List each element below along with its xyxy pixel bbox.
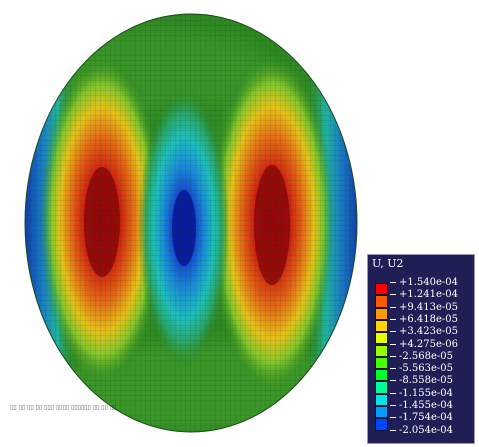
- legend-tick-mark: [390, 405, 396, 406]
- plate-outline: [24, 13, 358, 433]
- legend-tick-value: +1.540e-04: [399, 277, 459, 288]
- legend-tick-mark: [390, 282, 396, 283]
- legend-tick-value: +3.423e-05: [399, 326, 459, 338]
- legend-swatch: [375, 283, 388, 296]
- legend-swatch: [375, 344, 388, 357]
- legend-tick-label: +6.418e-05: [390, 314, 458, 326]
- legend-swatch: [375, 393, 388, 406]
- legend-tick-mark: [390, 429, 396, 431]
- legend-title: U, U2: [372, 257, 404, 270]
- legend-tick-value: -1.455e-04: [399, 400, 454, 411]
- legend-tick-label: -5.563e-05: [390, 363, 453, 375]
- legend-tick-mark: [390, 331, 396, 333]
- legend-tick-mark: [390, 355, 396, 357]
- legend-swatch: [375, 295, 388, 308]
- legend-tick-mark: [390, 306, 396, 308]
- legend-tick-label: +1.241e-04: [390, 289, 458, 301]
- legend-panel[interactable]: U, U2 +1.540e-04 +1.241e-04 +9.413e-05 +6.4…: [367, 254, 475, 444]
- legend-tick-label: -1.155e-04: [390, 388, 453, 400]
- legend-tick-mark: [390, 417, 396, 419]
- legend-tick-value: +6.418e-05: [399, 313, 459, 325]
- legend-tick-value: -5.563e-05: [399, 363, 454, 375]
- legend-swatch: [375, 406, 388, 419]
- legend-tick-label: -2.054e-04: [390, 425, 453, 437]
- legend-swatch: [375, 307, 388, 320]
- legend-tick-label: -2.568e-05: [390, 351, 453, 363]
- legend-tick-value: -1.754e-04: [399, 412, 454, 424]
- legend-tick-label: +9.413e-05: [390, 302, 458, 314]
- legend-tick-value: +4.275e-06: [399, 338, 459, 350]
- legend-tick-mark: [390, 343, 396, 345]
- legend-swatch: [375, 319, 388, 333]
- legend-tick-mark: [390, 294, 396, 296]
- legend-swatch: [375, 369, 388, 382]
- legend-swatch: [375, 418, 388, 431]
- legend-tick-value: -8.558e-05: [399, 375, 454, 387]
- legend-tick-value: -1.155e-04: [399, 387, 454, 399]
- legend-swatch: [375, 381, 388, 394]
- status-glyphs: ▯▯ ▯▯ ▯▯ ▯▯ ▯▯▯ ▯▯▯▯ ▯▯▯▯▯▯ ▯▯ ▯▯ ▯▯: [10, 404, 117, 411]
- legend-tick-label: +3.423e-05: [390, 326, 458, 338]
- legend-swatch: [375, 356, 388, 370]
- legend-swatch-column: [375, 283, 388, 443]
- legend-tick-label: -1.455e-04: [390, 400, 453, 412]
- legend-tick-value: -2.568e-05: [399, 350, 454, 362]
- legend-tick-mark: [390, 380, 396, 382]
- legend-tick-value: +1.241e-04: [399, 289, 459, 301]
- viewport-status-text: ▯▯ ▯▯ ▯▯ ▯▯ ▯▯▯ ▯▯▯▯ ▯▯▯▯▯▯ ▯▯ ▯▯ ▯▯: [10, 404, 116, 412]
- legend-tick-value: -2.054e-04: [399, 424, 454, 436]
- legend-tick-label: -1.754e-04: [390, 412, 453, 424]
- legend-tick-label: +1.540e-04: [390, 277, 458, 289]
- legend-tick-value: +9.413e-05: [399, 301, 459, 313]
- legend-tick-mark: [390, 392, 396, 394]
- legend-tick-label: -8.558e-05: [390, 375, 453, 387]
- legend-tick-label: +4.275e-06: [390, 339, 458, 351]
- legend-tick-mark: [390, 318, 396, 320]
- legend-tick-mark: [390, 368, 396, 370]
- legend-swatch: [375, 332, 388, 345]
